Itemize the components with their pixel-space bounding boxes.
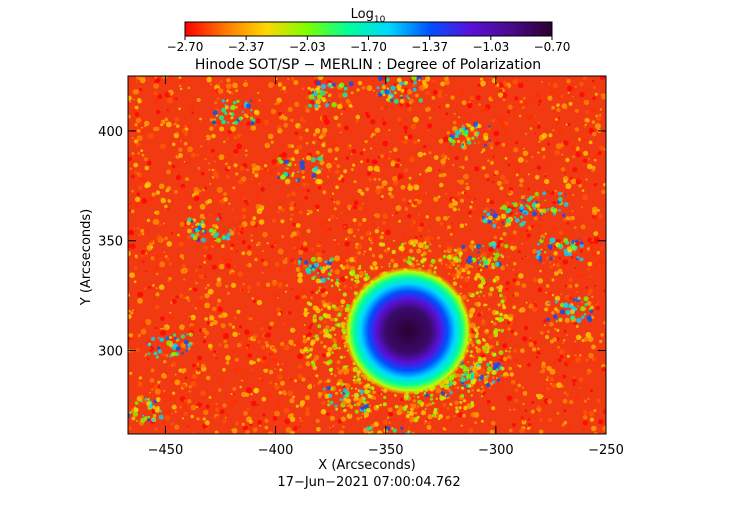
y-axis: 300 350 400: [98, 125, 606, 360]
colorbar-tick-label: −1.70: [350, 40, 387, 54]
colorbar-tick-label: −2.37: [228, 40, 265, 54]
x-tick-label: −400: [258, 443, 294, 458]
x-tick-label: −350: [368, 443, 404, 458]
sunspot: [344, 267, 472, 395]
y-axis-label: Y (Arcseconds): [79, 209, 94, 306]
colorbar-tick-label: −0.70: [534, 40, 571, 54]
polarization-map: [127, 75, 607, 435]
plot-frame: [127, 75, 607, 435]
x-axis-label: X (Arcseconds): [318, 458, 415, 473]
colorbar-ticks: −2.70 −2.37 −2.03 −1.70 −1.37 −1.03 −0.70: [167, 36, 571, 54]
colorbar-tick-label: −2.03: [289, 40, 326, 54]
y-tick-label: 400: [98, 125, 123, 140]
colorbar-gradient: [184, 21, 553, 37]
colorbar: Log10 −2.70 −2.37 −2.03 −1.70 −1.37 −1.03 −0.7…: [167, 7, 571, 54]
colorbar-label: Log10: [351, 7, 386, 25]
x-tick-label: −300: [478, 443, 514, 458]
y-tick-label: 350: [98, 235, 123, 250]
y-tick-label: 300: [98, 345, 123, 360]
timestamp: 17−Jun−2021 07:00:04.762: [277, 475, 460, 490]
colorbar-tick-label: −1.37: [411, 40, 448, 54]
x-tick-label: −450: [148, 443, 184, 458]
colorbar-tick-label: −1.03: [472, 40, 509, 54]
map-title: Hinode SOT/SP − MERLIN : Degree of Polar…: [195, 57, 541, 73]
colorbar-tick-label: −2.70: [167, 40, 204, 54]
x-axis: −450 −400 −350 −300 −250: [148, 76, 624, 458]
x-tick-label: −250: [588, 443, 624, 458]
